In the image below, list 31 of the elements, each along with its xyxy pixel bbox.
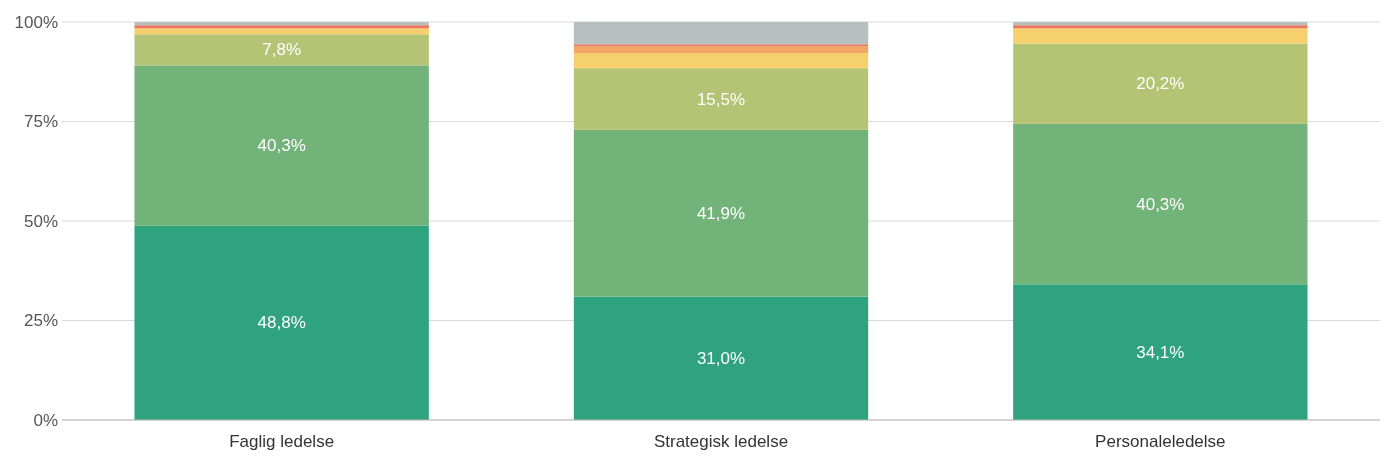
data-label: 40,3% [1136, 194, 1185, 214]
data-label: 40,3% [257, 136, 306, 156]
bar [1013, 284, 1308, 420]
bar [134, 65, 429, 226]
y-tick-label: 75% [23, 112, 58, 131]
bar [573, 46, 869, 54]
bar [573, 296, 869, 420]
bar [573, 129, 869, 297]
bar [573, 22, 869, 45]
bar [1013, 123, 1308, 285]
bar [134, 28, 429, 35]
data-label: 31,0% [696, 348, 746, 368]
bar [1013, 28, 1308, 44]
x-tick-label: Personaleledelse [1095, 432, 1226, 451]
bar [134, 34, 429, 66]
bar [573, 68, 869, 130]
data-label: 48,8% [257, 313, 306, 333]
data-label: 41,9% [696, 203, 746, 223]
y-tick-label: 25% [23, 311, 58, 330]
bar [1013, 43, 1308, 124]
y-tick-label: 100% [14, 12, 58, 32]
data-label: 7,8% [262, 40, 302, 60]
data-label: 15,5% [696, 89, 746, 109]
x-tick-label: Strategisk ledelse [653, 432, 789, 451]
bar [573, 53, 869, 69]
data-label: 34,1% [1136, 342, 1185, 362]
bar [134, 225, 429, 420]
y-tick-label: 50% [23, 211, 58, 231]
y-tick-label: 0% [33, 410, 58, 430]
data-label: 20,2% [1136, 74, 1185, 94]
x-tick-label: Faglig ledelse [229, 432, 335, 451]
